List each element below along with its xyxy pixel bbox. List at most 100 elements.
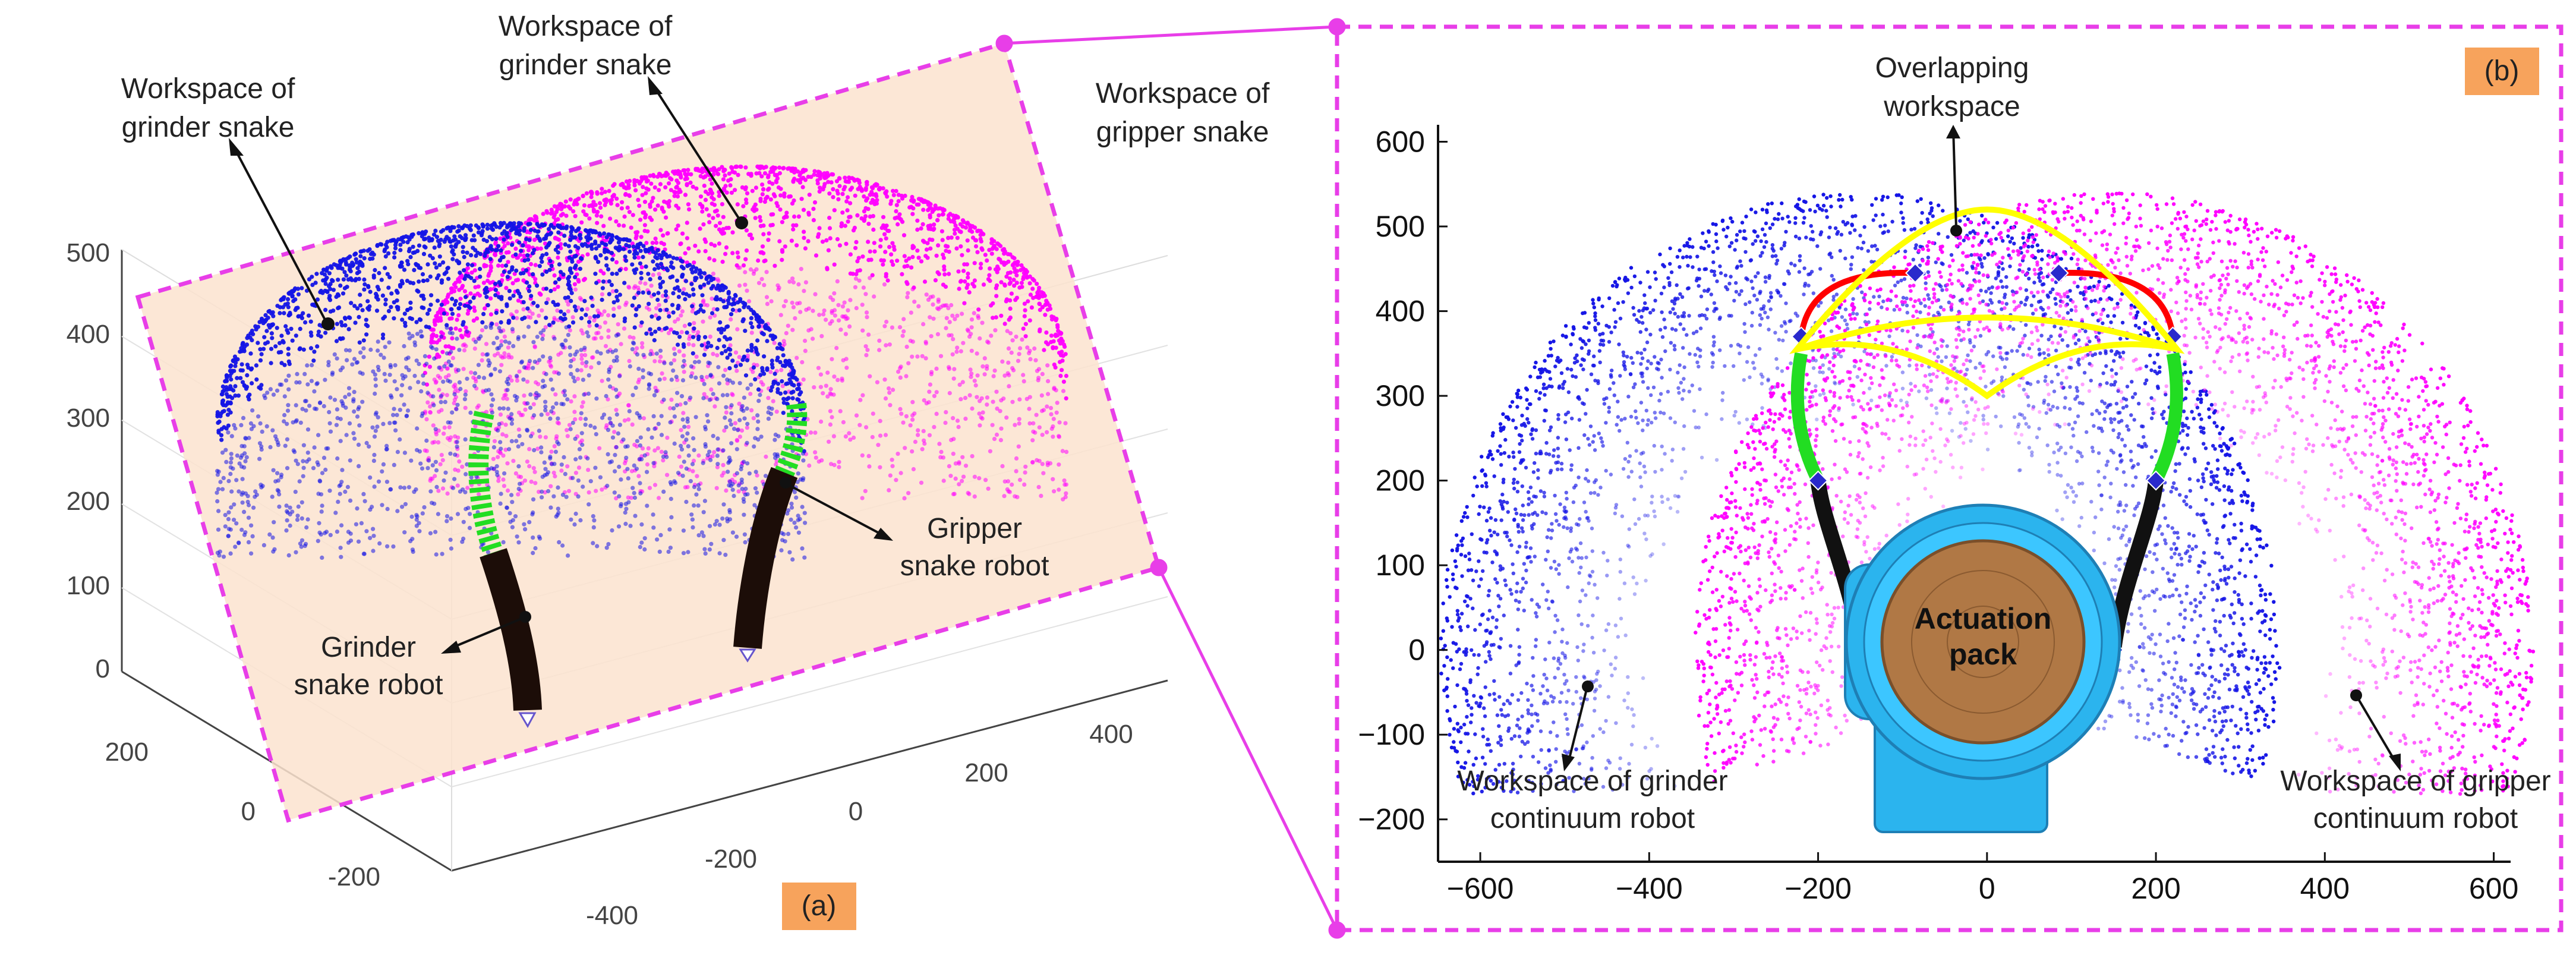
grinder-workspace-point-3d [743, 540, 748, 545]
grinder-workspace-point-3d [528, 434, 534, 439]
grinder-workspace-point-3d [510, 327, 515, 332]
grinder-workspace-point-3d [613, 469, 617, 474]
grinder-workspace-point-3d [543, 384, 547, 389]
grinder-workspace-point-3d [517, 434, 522, 439]
grinder-workspace-point-3d [717, 381, 721, 386]
gripper-workspace-point-3d [708, 168, 713, 172]
grinder-workspace-point-3d [468, 410, 473, 415]
gripper-workspace-point-3d [851, 228, 856, 233]
gripper-workspace-point-3d [854, 272, 859, 276]
grinder-workspace-point-3d [450, 410, 455, 415]
grinder-workspace-point-3d [365, 306, 370, 311]
gripper-workspace-point-3d [853, 285, 857, 289]
grinder-workspace-point-3d [662, 361, 667, 365]
grinder-workspace-point-3d [429, 293, 434, 298]
grinder-workspace-point-3d [302, 320, 308, 325]
grinder-workspace-point-3d [283, 378, 289, 383]
gripper-workspace-point-3d [505, 461, 510, 466]
grinder-workspace-point-3d [348, 316, 352, 320]
gripper-workspace-point-3d [963, 279, 967, 284]
grinder-workspace-point-3d [527, 284, 532, 289]
grinder-workspace-point-3d [284, 528, 289, 533]
gripper-workspace-point-3d [1042, 294, 1047, 298]
grinder-workspace-point-3d [243, 459, 248, 464]
grinder-workspace-point-3d [393, 363, 398, 368]
gripper-workspace-point-3d [991, 316, 995, 320]
gripper-workspace-point-3d [457, 288, 462, 292]
gripper-workspace-point-3d [811, 308, 815, 313]
gripper-workspace-point-3d [969, 374, 973, 379]
gripper-workspace-point-3d [509, 378, 514, 383]
grinder-workspace-point-3d [749, 321, 753, 326]
grinder-workspace-point-3d [501, 406, 506, 411]
grinder-workspace-point-3d [462, 254, 466, 260]
gripper-workspace-point-3d [1062, 478, 1067, 483]
gripper-workspace-point-3d [503, 448, 508, 452]
grinder-workspace-point-3d [402, 267, 407, 272]
grinder-workspace-point-3d [261, 543, 266, 548]
grinder-workspace-point-3d [701, 510, 706, 515]
gripper-workspace-point-3d [922, 398, 926, 403]
gripper-workspace-point-3d [453, 326, 458, 331]
grinder-workspace-point-3d [674, 374, 679, 379]
grinder-workspace-point-3d [254, 363, 258, 368]
gripper-workspace-point-3d [705, 303, 710, 308]
grinder-workspace-point-3d [444, 514, 450, 519]
gripper-workspace-point-3d [1007, 276, 1012, 281]
grinder-workspace-point-3d [692, 484, 697, 490]
grinder-workspace-point-3d [393, 428, 398, 433]
gripper-workspace-point-3d [576, 279, 581, 284]
gripper-workspace-point-3d [521, 307, 526, 312]
grinder-workspace-point-3d [275, 388, 280, 393]
gripper-workspace-point-3d [533, 277, 538, 282]
gripper-workspace-point-3d [692, 260, 696, 265]
gripper-workspace-point-3d [859, 187, 864, 192]
grinder-workspace-point-3d [509, 412, 514, 417]
grinder-workspace-point-3d [484, 324, 488, 330]
gripper-workspace-point-3d [498, 412, 503, 417]
gripper-workspace-point-3d [949, 302, 954, 308]
gripper-workspace-point-3d [707, 213, 711, 218]
grinder-workspace-point-3d [409, 317, 415, 322]
grinder-workspace-point-3d [565, 397, 570, 402]
grinder-workspace-point-3d [544, 472, 549, 477]
gripper-workspace-point-3d [1051, 477, 1055, 481]
grinder-workspace-point-3d [243, 436, 248, 440]
gripper-workspace-point-3d [622, 326, 627, 331]
gripper-workspace-point-3d [461, 367, 466, 371]
gripper-workspace-point-3d [1014, 456, 1019, 461]
grinder-workspace-point-3d [330, 370, 335, 375]
gripper-workspace-point-3d [444, 393, 449, 398]
gripper-workspace-point-3d [1028, 292, 1033, 297]
gripper-workspace-point-3d [710, 297, 714, 301]
grinder-workspace-point-3d [572, 304, 578, 309]
grinder-workspace-point-3d [220, 398, 226, 403]
grinder-workspace-point-3d [427, 458, 431, 463]
grinder-workspace-point-3d [305, 450, 310, 455]
gripper-workspace-point-3d [1037, 459, 1042, 464]
grinder-workspace-point-3d [338, 491, 342, 496]
grinder-workspace-point-3d [449, 363, 454, 368]
grinder-workspace-point-3d [364, 317, 368, 322]
gripper-workspace-point-3d [638, 280, 643, 285]
grinder-workspace-point-3d [663, 450, 668, 455]
gripper-workspace-point-3d [995, 241, 1000, 246]
gripper-workspace-point-3d [828, 322, 833, 326]
grinder-workspace-point-3d [465, 250, 469, 255]
gripper-workspace-point-3d [877, 338, 882, 343]
grinder-workspace-point-3d [236, 393, 241, 398]
gripper-workspace-point-3d [760, 244, 765, 249]
grinder-workspace-point-3d [389, 291, 394, 296]
grinder-workspace-point-3d [600, 286, 606, 291]
grinder-workspace-point-3d [469, 263, 475, 267]
gripper-workspace-point-3d [556, 285, 560, 289]
gripper-workspace-point-3d [801, 169, 806, 174]
grinder-workspace-point-3d [717, 522, 722, 527]
grinder-workspace-point-3d [298, 420, 303, 425]
gripper-workspace-point-3d [891, 262, 896, 267]
gripper-workspace-point-3d [994, 432, 999, 437]
gripper-workspace-point-3d [924, 292, 929, 297]
grinder-workspace-point-3d [519, 248, 524, 253]
gripper-workspace-point-3d [1036, 485, 1041, 490]
grinder-workspace-point-3d [407, 237, 412, 242]
